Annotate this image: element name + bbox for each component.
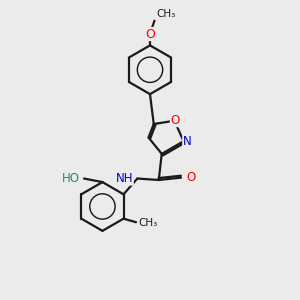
Text: O: O (145, 28, 155, 40)
Text: O: O (170, 114, 180, 127)
Text: NH: NH (116, 172, 133, 185)
Text: N: N (183, 135, 191, 148)
Text: CH₃: CH₃ (138, 218, 158, 228)
Text: HO: HO (61, 172, 80, 185)
Text: O: O (186, 171, 196, 184)
Text: CH₃: CH₃ (157, 9, 176, 19)
